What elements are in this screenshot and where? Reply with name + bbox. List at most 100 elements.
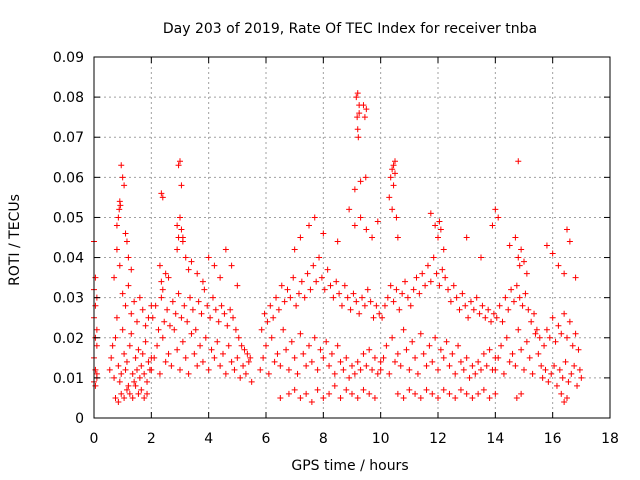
data-point — [409, 338, 416, 345]
data-point — [311, 334, 318, 341]
data-point — [92, 382, 99, 389]
data-point — [506, 242, 513, 249]
data-point — [297, 330, 304, 337]
data-point — [400, 394, 407, 401]
data-point — [122, 366, 129, 373]
data-point — [205, 254, 212, 261]
data-point — [156, 262, 163, 269]
data-point — [165, 350, 172, 357]
data-point — [115, 362, 122, 369]
data-point — [260, 354, 267, 361]
x-tick-label: 6 — [262, 431, 271, 447]
data-point — [496, 302, 503, 309]
data-point — [132, 382, 139, 389]
data-point — [435, 234, 441, 241]
data-point — [354, 358, 361, 365]
data-point — [245, 358, 252, 365]
data-point — [357, 178, 364, 185]
data-point — [241, 346, 248, 353]
data-point — [553, 382, 560, 389]
data-point — [492, 206, 499, 213]
data-point — [416, 290, 423, 297]
data-point — [145, 358, 152, 365]
data-point — [393, 214, 400, 221]
data-point — [495, 354, 502, 361]
data-point — [480, 386, 487, 393]
data-point — [440, 354, 447, 361]
data-point — [341, 282, 348, 289]
data-point — [410, 286, 417, 293]
data-point — [402, 278, 409, 285]
data-point — [561, 310, 568, 317]
data-point — [437, 346, 444, 353]
data-point — [543, 242, 550, 249]
data-point — [357, 214, 364, 221]
data-point — [338, 302, 345, 309]
data-point — [437, 226, 444, 233]
data-point — [188, 330, 195, 337]
data-point — [162, 270, 169, 277]
x-tick-label: 2 — [147, 431, 156, 447]
data-point — [363, 362, 370, 369]
data-point — [158, 278, 165, 285]
data-point — [386, 370, 393, 377]
data-point — [132, 354, 139, 361]
data-point — [549, 314, 556, 321]
data-point — [187, 294, 194, 301]
data-point — [346, 206, 353, 213]
data-point — [308, 358, 315, 365]
data-point — [152, 302, 159, 309]
data-point — [516, 262, 523, 269]
data-point — [242, 370, 249, 377]
data-point — [121, 394, 128, 401]
data-point — [285, 366, 292, 373]
data-point — [432, 334, 439, 341]
data-point — [92, 366, 99, 373]
data-point — [387, 174, 394, 181]
data-point — [389, 206, 396, 213]
data-point — [113, 246, 120, 253]
data-point — [359, 294, 366, 301]
data-point — [285, 390, 292, 397]
data-point — [115, 398, 122, 405]
data-point — [450, 282, 457, 289]
data-point — [343, 354, 350, 361]
data-point — [349, 362, 355, 369]
data-point — [571, 362, 578, 369]
data-point — [387, 282, 394, 289]
data-point — [479, 302, 486, 309]
data-point — [502, 294, 509, 301]
data-point — [168, 362, 175, 369]
data-point — [478, 366, 484, 373]
data-point — [330, 294, 337, 301]
data-point — [175, 290, 182, 297]
data-point — [367, 298, 374, 305]
data-point — [313, 278, 320, 285]
data-point — [307, 286, 314, 293]
data-point — [440, 386, 447, 393]
data-point — [136, 294, 143, 301]
data-point — [443, 338, 450, 345]
data-point — [93, 326, 100, 333]
data-point — [439, 266, 446, 273]
data-point — [326, 362, 333, 369]
data-point — [531, 310, 538, 317]
data-point — [515, 254, 522, 261]
data-point — [470, 306, 477, 313]
data-point — [202, 334, 209, 341]
data-point — [435, 366, 441, 373]
data-point — [390, 162, 397, 169]
data-point — [138, 386, 145, 393]
data-point — [263, 342, 269, 349]
data-point — [566, 238, 573, 245]
data-point — [559, 374, 566, 381]
data-point — [281, 298, 288, 305]
data-point — [447, 298, 454, 305]
data-point — [546, 334, 553, 341]
data-point — [174, 222, 181, 229]
data-point — [220, 350, 226, 357]
data-point — [456, 306, 463, 313]
data-point — [357, 366, 364, 373]
data-point — [384, 294, 391, 301]
